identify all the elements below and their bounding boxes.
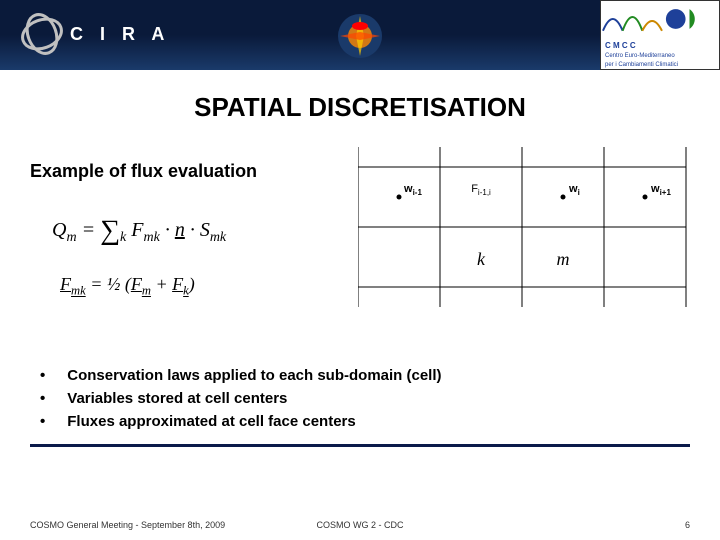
q-sub: m <box>66 230 76 245</box>
cmcc-box: C M C C Centro Euro-Mediterraneo per i C… <box>600 0 720 70</box>
bullet-text: Fluxes approximated at cell face centers <box>67 413 355 430</box>
half: ½ <box>107 274 121 294</box>
grid-diagram: wi-1 Fi-1,i wi wi+1 k m <box>358 137 688 317</box>
fmk-sub: mk <box>143 230 159 245</box>
header-bar: C I R A C M C C Centro Euro-Mediterraneo… <box>0 0 720 70</box>
cira-logo: C I R A <box>20 12 170 56</box>
bullet-list: Conservation laws applied to each sub-do… <box>40 367 720 430</box>
cosmo-logo <box>336 12 384 65</box>
label-w-im1: wi-1 <box>403 183 422 197</box>
cmcc-title-text: C M C C <box>605 41 636 50</box>
sum-symbol: ∑ <box>100 215 120 246</box>
s-symbol: S <box>200 219 210 241</box>
bullet-item: Conservation laws applied to each sub-do… <box>40 367 720 384</box>
footer-center: COSMO WG 2 - CDC <box>317 520 404 530</box>
q-symbol: Q <box>52 219 66 241</box>
cmcc-icon <box>601 1 719 37</box>
bullet-text: Conservation laws applied to each sub-do… <box>67 367 441 384</box>
label-f: Fi-1,i <box>471 183 491 197</box>
label-m: m <box>557 249 570 269</box>
divider <box>30 444 690 447</box>
cmcc-sub1: Centro Euro-Mediterraneo <box>605 53 675 59</box>
formula-fmk: Fmk = ½ (Fm + Fk) <box>60 274 195 299</box>
label-k: k <box>477 249 486 269</box>
smk-sub: mk <box>210 230 226 245</box>
formula-qm: Qm = ∑k Fmk · n · Smk <box>52 212 226 246</box>
formula-area: Qm = ∑k Fmk · n · Smk Fmk = ½ (Fm + Fk) … <box>0 182 720 332</box>
page-title: SPATIAL DISCRETISATION <box>0 92 720 123</box>
label-w-i: wi <box>568 183 580 197</box>
bullet-text: Variables stored at cell centers <box>67 390 287 407</box>
footer: COSMO General Meeting - September 8th, 2… <box>0 520 720 530</box>
bullet-item: Fluxes approximated at cell face centers <box>40 413 720 430</box>
cmcc-title: C M C C Centro Euro-Mediterraneo per i C… <box>601 42 719 68</box>
cosmo-icon <box>336 12 384 60</box>
bullet-item: Variables stored at cell centers <box>40 390 720 407</box>
label-w-ip1: wi+1 <box>650 183 671 197</box>
cmcc-sub2: per i Cambiamenti Climatici <box>605 62 678 68</box>
footer-left: COSMO General Meeting - September 8th, 2… <box>30 520 225 530</box>
f-symbol: F <box>131 219 143 241</box>
cira-icon <box>20 12 64 56</box>
cira-text: C I R A <box>70 24 170 45</box>
footer-right: 6 <box>685 520 690 530</box>
